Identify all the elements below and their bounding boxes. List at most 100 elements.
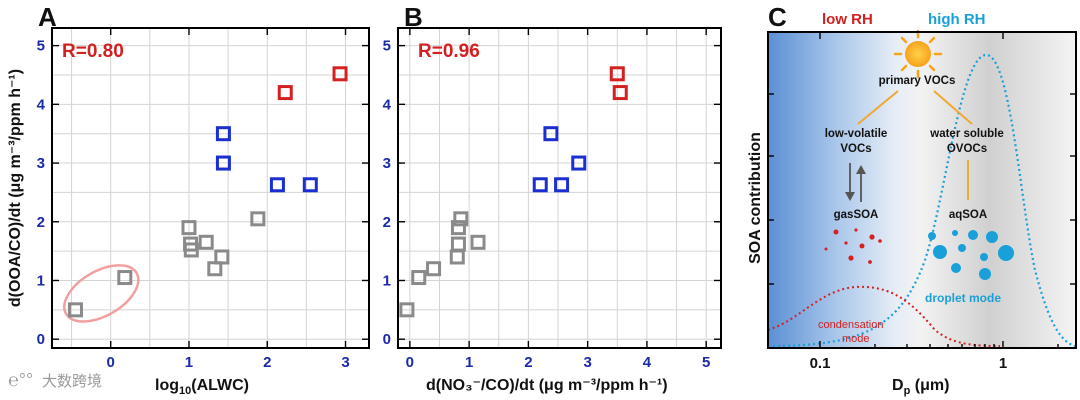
panel-b-x-tick-label: 4 bbox=[643, 354, 652, 371]
panel-a-r-value: R=0.80 bbox=[62, 41, 124, 62]
panel-a-data-point bbox=[215, 155, 231, 171]
panel-b-data-point bbox=[453, 211, 469, 227]
gas-exchange-arrows bbox=[845, 163, 866, 202]
panel-a-y-tick-label: 3 bbox=[37, 155, 45, 172]
panel-c-x-axis-label: Dp (μm) bbox=[892, 377, 949, 397]
condensation-mode-label-line1: condensation bbox=[818, 319, 883, 331]
aqsoa-droplets bbox=[928, 230, 1014, 280]
panel-b: B 0 1 2 3 4 5 0 1 2 3 4 5 R=0.96 d(NO₃⁻/CO)/dt (μg … bbox=[383, 2, 722, 394]
aqsoa-label: aqSOA bbox=[949, 209, 987, 221]
panel-a-ticks: 0 1 2 3 0 1 2 3 4 5 bbox=[37, 28, 369, 371]
arrow-to-water-soluble bbox=[933, 90, 973, 125]
panel-a-data-point bbox=[183, 242, 199, 258]
panel-b-data-point bbox=[450, 220, 466, 236]
panel-c-x-tick-0.1: 0.1 bbox=[810, 355, 831, 372]
panel-b-y-tick-label: 1 bbox=[383, 272, 391, 289]
panel-a-data-point bbox=[181, 220, 197, 236]
panel-c: C low RH high RH SOA contribution primar… bbox=[747, 2, 1077, 397]
watermark: ℮°° 大数跨境 bbox=[8, 370, 102, 390]
panel-c-frame bbox=[767, 31, 1077, 349]
panel-b-x-tick-label: 2 bbox=[524, 354, 532, 371]
panel-b-frame bbox=[397, 27, 722, 349]
panel-c-letter: C bbox=[768, 2, 787, 32]
panel-b-points bbox=[399, 66, 628, 318]
panel-a-data-point bbox=[269, 177, 285, 193]
panel-b-grid bbox=[398, 28, 721, 348]
panel-a-points bbox=[63, 66, 348, 323]
panel-b-data-point bbox=[571, 155, 587, 171]
panel-a-data-point bbox=[302, 177, 318, 193]
droplet-mode-curve bbox=[767, 53, 1077, 348]
panel-a-x-tick-label: 2 bbox=[263, 354, 271, 371]
panel-b-data-point bbox=[450, 236, 466, 252]
low-volatile-label-line1: low-volatile bbox=[825, 128, 888, 140]
panel-b-data-point bbox=[449, 249, 465, 265]
panel-a-x-tick-label: 0 bbox=[107, 354, 115, 371]
panel-b-y-tick-label: 5 bbox=[383, 38, 391, 55]
panel-b-y-tick-label: 4 bbox=[383, 96, 392, 113]
panel-b-ticks: 0 1 2 3 4 5 0 1 2 3 4 5 bbox=[383, 28, 721, 371]
low-rh-label: low RH bbox=[822, 11, 873, 28]
sun-icon bbox=[893, 29, 943, 79]
panel-b-x-tick-label: 0 bbox=[406, 354, 414, 371]
panel-b-data-point bbox=[554, 177, 570, 193]
panel-a-x-tick-label: 3 bbox=[341, 354, 349, 371]
panel-a-data-point bbox=[250, 211, 266, 227]
panel-b-x-tick-label: 3 bbox=[583, 354, 591, 371]
panel-b-letter: B bbox=[404, 2, 423, 32]
panel-b-y-tick-label: 3 bbox=[383, 155, 391, 172]
panel-b-data-point bbox=[609, 66, 625, 82]
arrow-to-low-volatile bbox=[857, 90, 899, 125]
panel-b-data-point bbox=[411, 270, 427, 286]
panel-b-data-point bbox=[470, 234, 486, 250]
water-soluble-label-line2: OVOCs bbox=[947, 143, 987, 155]
gassoa-label: gasSOA bbox=[834, 209, 879, 221]
condensation-mode-label-line2: mode bbox=[842, 333, 870, 345]
panel-a-letter: A bbox=[38, 2, 57, 32]
panel-a-data-point bbox=[117, 270, 133, 286]
panel-b-x-axis-label: d(NO₃⁻/CO)/dt (μg m⁻³/ppm h⁻¹) bbox=[426, 377, 668, 394]
panel-c-background bbox=[768, 32, 1076, 348]
panel-a-data-point bbox=[214, 249, 230, 265]
gassoa-particles bbox=[824, 228, 882, 264]
panel-a: A d(OOA/CO)/dt (μg m⁻³/ppm h⁻¹) 0 1 2 3 0 1 2 3… bbox=[7, 2, 370, 397]
panel-a-x-tick-label: 1 bbox=[185, 354, 193, 371]
panel-a-data-point bbox=[215, 126, 231, 142]
panel-a-data-point bbox=[207, 261, 223, 277]
panel-a-data-point bbox=[277, 85, 293, 101]
panel-c-x-tick-1: 1 bbox=[999, 355, 1007, 372]
panel-a-frame bbox=[51, 27, 370, 349]
panel-b-data-point bbox=[543, 126, 559, 142]
watermark-text: 大数跨境 bbox=[42, 372, 102, 390]
panel-b-data-point bbox=[532, 177, 548, 193]
panel-b-data-point bbox=[399, 302, 415, 318]
panel-a-y-tick-label: 2 bbox=[37, 214, 45, 231]
panel-a-y-tick-label: 5 bbox=[37, 38, 45, 55]
panel-b-data-point bbox=[612, 85, 628, 101]
panel-a-x-axis-label: log10(ALWC) bbox=[155, 377, 249, 397]
panel-c-ticks bbox=[768, 32, 1076, 348]
panel-a-y-tick-label: 4 bbox=[37, 96, 46, 113]
primary-vocs-label: primary VOCs bbox=[879, 75, 956, 87]
panel-b-y-tick-label: 2 bbox=[383, 214, 391, 231]
low-volatile-label-line2: VOCs bbox=[840, 143, 871, 155]
panel-b-y-tick-label: 0 bbox=[383, 331, 391, 348]
panel-a-data-point bbox=[67, 302, 83, 318]
panel-b-x-tick-label: 5 bbox=[702, 354, 710, 371]
panel-a-y-tick-label: 1 bbox=[37, 272, 45, 289]
panel-c-y-axis-label: SOA contribution bbox=[747, 132, 764, 264]
panel-a-data-point bbox=[332, 66, 348, 82]
panel-b-x-tick-label: 1 bbox=[465, 354, 473, 371]
panel-a-y-axis-label: d(OOA/CO)/dt (μg m⁻³/ppm h⁻¹) bbox=[7, 69, 24, 307]
watermark-logo-icon: ℮°° bbox=[8, 370, 33, 390]
panel-a-grid bbox=[52, 28, 369, 348]
panel-b-r-value: R=0.96 bbox=[418, 41, 480, 62]
panel-a-y-tick-label: 0 bbox=[37, 331, 45, 348]
panel-a-data-point bbox=[198, 234, 214, 250]
panel-a-highlight-ellipse bbox=[63, 264, 140, 323]
water-soluble-label-line1: water soluble bbox=[929, 128, 1004, 140]
high-rh-label: high RH bbox=[928, 11, 986, 28]
droplet-mode-label: droplet mode bbox=[925, 291, 1001, 305]
panel-b-data-point bbox=[426, 261, 442, 277]
